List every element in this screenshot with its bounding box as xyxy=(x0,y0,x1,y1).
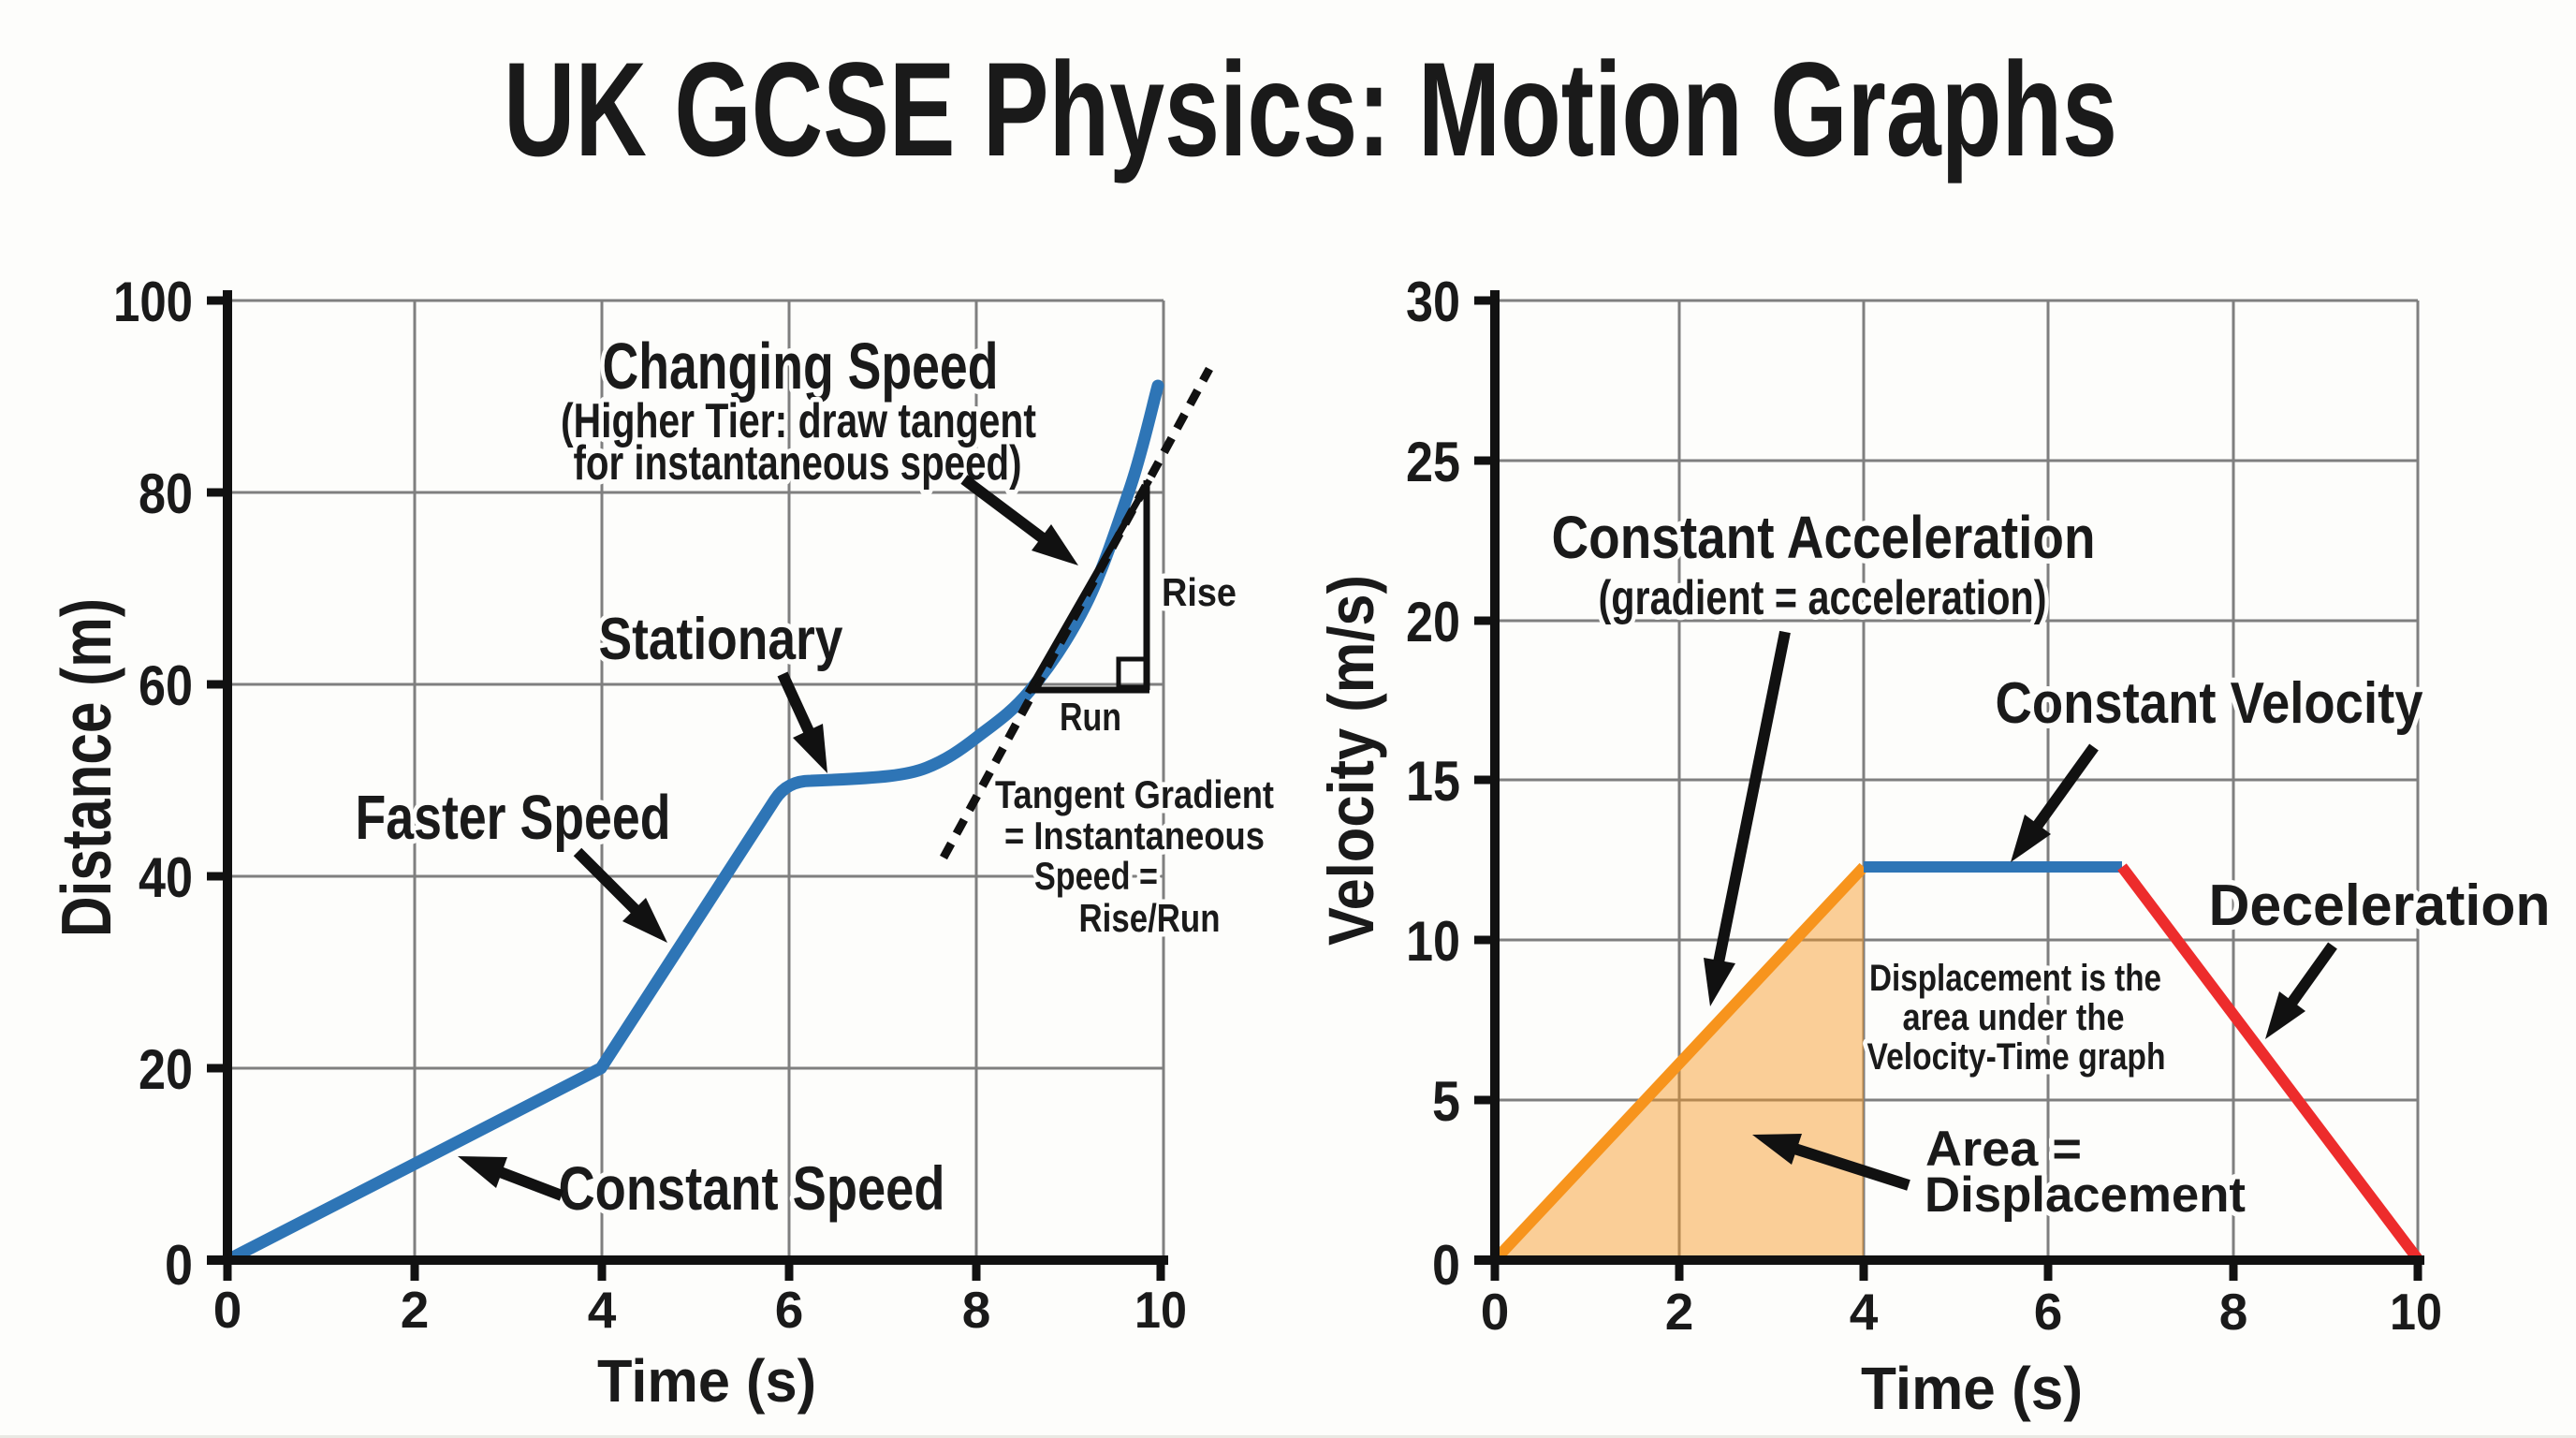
svg-text:40: 40 xyxy=(139,846,193,909)
svg-text:Distance (m): Distance (m) xyxy=(47,598,125,937)
svg-text:(Higher Tier: draw tangent: (Higher Tier: draw tangent xyxy=(561,394,1036,448)
svg-text:Run: Run xyxy=(1060,695,1121,739)
svg-text:80: 80 xyxy=(139,462,193,525)
svg-text:Constant Velocity: Constant Velocity xyxy=(1996,671,2423,736)
svg-text:Rise: Rise xyxy=(1162,570,1237,614)
svg-text:UK GCSE Physics: Motion Graphs: UK GCSE Physics: Motion Graphs xyxy=(504,36,2117,184)
svg-text:25: 25 xyxy=(1406,431,1460,493)
svg-text:Constant Speed: Constant Speed xyxy=(559,1153,945,1223)
svg-text:10: 10 xyxy=(2390,1283,2442,1341)
svg-text:15: 15 xyxy=(1406,750,1460,813)
svg-text:0: 0 xyxy=(165,1234,193,1297)
svg-text:100: 100 xyxy=(113,271,193,333)
svg-text:10: 10 xyxy=(1134,1281,1187,1339)
svg-text:6: 6 xyxy=(2034,1283,2063,1341)
svg-text:2: 2 xyxy=(1665,1283,1694,1341)
svg-text:= Instantaneous: = Instantaneous xyxy=(1004,814,1265,858)
svg-text:10: 10 xyxy=(1406,910,1460,973)
svg-text:Time (s): Time (s) xyxy=(1861,1355,2083,1422)
svg-text:area under the: area under the xyxy=(1903,997,2125,1038)
svg-text:Displacement is the: Displacement is the xyxy=(1869,958,2161,999)
svg-text:Changing Speed: Changing Speed xyxy=(603,330,999,403)
svg-text:Faster Speed: Faster Speed xyxy=(356,783,671,853)
svg-text:Stationary: Stationary xyxy=(599,607,843,672)
svg-text:Area =: Area = xyxy=(1925,1122,2082,1177)
svg-text:for instantaneous speed): for instantaneous speed) xyxy=(574,436,1022,491)
svg-text:60: 60 xyxy=(139,654,193,717)
svg-text:20: 20 xyxy=(1406,591,1460,653)
svg-text:Velocity-Time graph: Velocity-Time graph xyxy=(1867,1036,2166,1078)
svg-text:0: 0 xyxy=(1481,1283,1510,1341)
svg-text:8: 8 xyxy=(962,1281,991,1339)
svg-text:2: 2 xyxy=(401,1281,430,1339)
svg-text:Speed =: Speed = xyxy=(1034,854,1158,898)
svg-text:(gradient = acceleration): (gradient = acceleration) xyxy=(1599,571,2047,625)
svg-text:0: 0 xyxy=(213,1281,242,1339)
svg-text:4: 4 xyxy=(1850,1283,1879,1341)
svg-text:Rise/Run: Rise/Run xyxy=(1079,896,1221,940)
svg-text:Tangent Gradient: Tangent Gradient xyxy=(995,772,1274,816)
svg-text:Displacement: Displacement xyxy=(1925,1167,2246,1223)
svg-text:0: 0 xyxy=(1432,1234,1460,1297)
svg-text:20: 20 xyxy=(139,1038,193,1101)
svg-text:Velocity (m/s): Velocity (m/s) xyxy=(1315,575,1387,946)
svg-text:6: 6 xyxy=(775,1281,804,1339)
svg-text:Deceleration: Deceleration xyxy=(2209,873,2551,938)
svg-text:Time (s): Time (s) xyxy=(597,1347,816,1415)
svg-text:4: 4 xyxy=(588,1281,617,1339)
svg-text:5: 5 xyxy=(1432,1070,1460,1133)
svg-text:Constant Acceleration: Constant Acceleration xyxy=(1552,504,2096,571)
svg-text:30: 30 xyxy=(1406,271,1460,333)
svg-text:8: 8 xyxy=(2219,1283,2248,1341)
